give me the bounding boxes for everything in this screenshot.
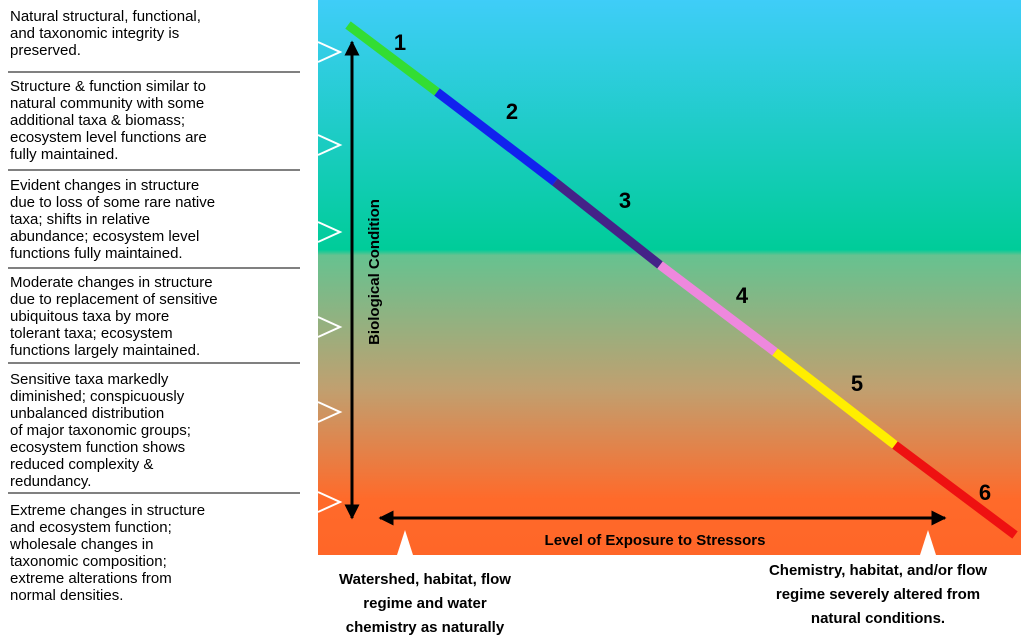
level-description: normal densities. [10, 587, 123, 604]
level-description: Moderate changes in structure [10, 274, 213, 291]
level-description: functions largely maintained. [10, 342, 200, 359]
right-note: natural conditions. [811, 610, 945, 627]
right-note: regime severely altered from [776, 586, 980, 603]
level-description: reduced complexity & [10, 456, 153, 473]
level-description: and ecosystem function; [10, 519, 172, 536]
left-note: regime and water [363, 595, 487, 612]
level-description: ecosystem level functions are [10, 129, 207, 146]
level-description: redundancy. [10, 473, 91, 490]
level-number: 4 [736, 283, 749, 308]
y-axis-label: Biological Condition [366, 199, 383, 345]
level-description: Sensitive taxa markedly [10, 371, 169, 388]
marker-left [397, 530, 413, 555]
level-number: 3 [619, 188, 631, 213]
chevrons [317, 41, 343, 513]
level-description: taxa; shifts in relative [10, 211, 150, 228]
level-description: due to replacement of sensitive [10, 291, 218, 308]
level-description: preserved. [10, 42, 81, 59]
level-description: Natural structural, functional, [10, 8, 201, 25]
left-note: chemistry as naturally [346, 619, 505, 636]
level-description: fully maintained. [10, 146, 118, 163]
level-description: ubiquitous taxa by more [10, 308, 169, 325]
condition-line [345, 21, 1018, 539]
x-axis-label: Level of Exposure to Stressors [545, 532, 766, 549]
level-description: Evident changes in structure [10, 177, 199, 194]
level-description: natural community with some [10, 95, 204, 112]
level-description: taxonomic composition; [10, 553, 167, 570]
level-description: wholesale changes in [9, 536, 153, 553]
level-number: 6 [979, 480, 991, 505]
level-number: 5 [851, 371, 863, 396]
level-description: unbalanced distribution [10, 405, 164, 422]
left-note: Watershed, habitat, flow [339, 571, 511, 588]
level-description: functions fully maintained. [10, 245, 183, 262]
level-number: 2 [506, 99, 518, 124]
level-description: diminished; conspicuously [10, 388, 185, 405]
level-description: extreme alterations from [10, 570, 172, 587]
level-description: tolerant taxa; ecosystem [10, 325, 173, 342]
level-description: Structure & function similar to [10, 78, 206, 95]
level-number: 1 [394, 30, 406, 55]
level-description: Extreme changes in structure [10, 502, 205, 519]
right-note: Chemistry, habitat, and/or flow [769, 562, 987, 579]
level-description: due to loss of some rare native [10, 194, 215, 211]
level-description: ecosystem function shows [10, 439, 185, 456]
marker-right [920, 530, 936, 555]
level-description: and taxonomic integrity is [10, 25, 179, 42]
level-description: abundance; ecosystem level [10, 228, 199, 245]
level-description: additional taxa & biomass; [10, 112, 185, 129]
level-description: of major taxonomic groups; [10, 422, 191, 439]
